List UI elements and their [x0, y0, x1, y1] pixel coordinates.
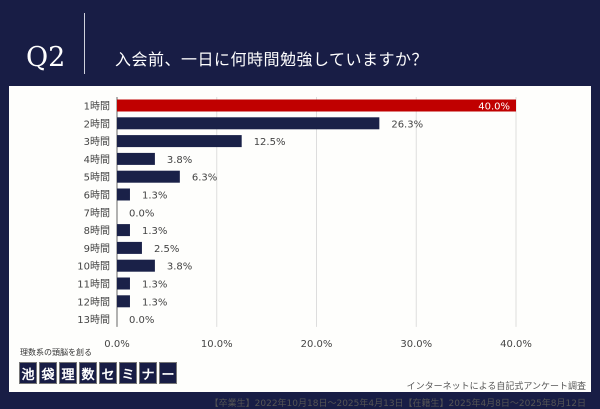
value-label: 2.5%: [154, 244, 179, 255]
brand-char: ナ: [139, 362, 157, 384]
value-label: 0.0%: [129, 208, 154, 219]
value-label: 0.0%: [129, 315, 154, 326]
divider: [84, 13, 85, 74]
category-label: 4時間: [84, 154, 110, 166]
bar: [117, 259, 155, 272]
bar: [117, 224, 130, 237]
bar: [117, 117, 380, 130]
bar: [117, 99, 516, 112]
brand-char: 池: [19, 362, 37, 384]
x-tick-label: 40.0%: [500, 339, 532, 350]
value-label: 26.3%: [391, 119, 423, 130]
category-label: 7時間: [84, 207, 110, 219]
value-label: 40.0%: [478, 102, 510, 113]
category-label: 11時間: [77, 279, 110, 291]
bar: [117, 277, 130, 290]
value-label: 3.8%: [167, 262, 192, 273]
brand-char: 数: [79, 362, 97, 384]
category-label: 8時間: [84, 225, 110, 237]
brand-char: ー: [159, 362, 177, 384]
brand-logo: 池袋理数セミナー: [19, 362, 177, 384]
survey-period: 【卒業生】2022年10月18日～2025年4月13日【在籍生】2025年4月8…: [209, 399, 586, 409]
category-label: 2時間: [84, 118, 110, 130]
survey-method: インターネットによる自記式アンケート調査: [406, 382, 586, 392]
x-tick-label: 10.0%: [201, 339, 233, 350]
category-label: 10時間: [77, 261, 110, 273]
value-label: 3.8%: [167, 155, 192, 166]
category-label: 5時間: [84, 172, 110, 184]
value-label: 12.5%: [254, 137, 286, 148]
value-label: 6.3%: [192, 173, 217, 184]
bar: [117, 135, 242, 148]
value-label: 1.3%: [142, 226, 167, 237]
brand-char: セ: [99, 362, 117, 384]
value-label: 1.3%: [142, 280, 167, 291]
chart-panel: [9, 86, 591, 392]
category-label: 6時間: [84, 190, 110, 202]
bar: [117, 170, 180, 183]
brand-char: 袋: [39, 362, 57, 384]
question-title: 入会前、一日に何時間勉強していますか？: [115, 50, 429, 69]
brand-tagline: 理数系の頭脳を創る: [20, 348, 92, 357]
bar: [117, 188, 130, 201]
bar: [117, 152, 155, 165]
brand-char: ミ: [119, 362, 137, 384]
x-tick-label: 20.0%: [301, 339, 333, 350]
value-label: 1.3%: [142, 191, 167, 202]
x-tick-label: 0.0%: [104, 339, 129, 350]
category-label: 3時間: [84, 136, 110, 148]
brand-char: 理: [59, 362, 77, 384]
category-label: 1時間: [84, 101, 110, 113]
category-label: 12時間: [77, 296, 110, 308]
value-label: 1.3%: [142, 297, 167, 308]
question-number: Q2: [26, 42, 66, 73]
bar: [117, 295, 130, 308]
category-label: 13時間: [77, 314, 110, 326]
category-label: 9時間: [84, 243, 110, 255]
x-tick-label: 30.0%: [400, 339, 432, 350]
bar: [117, 241, 142, 254]
